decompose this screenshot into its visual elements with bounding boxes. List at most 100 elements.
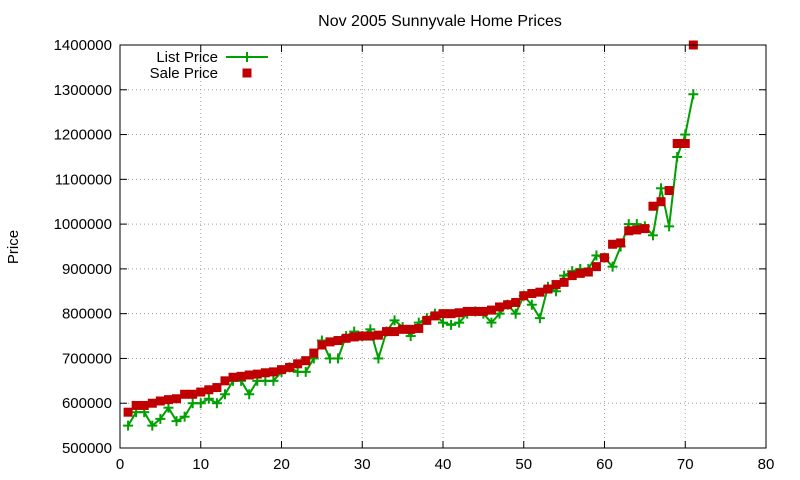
data-point [624, 226, 634, 236]
data-point [616, 238, 626, 248]
data-point [163, 395, 173, 405]
data-point [260, 368, 270, 378]
series-1 [123, 40, 698, 417]
data-point [511, 297, 521, 307]
y-tick-label: 500000 [62, 440, 112, 457]
data-point [317, 340, 327, 350]
axes: 0 10 20 30 40 50 60 70 80 500000 600000 700000 80000… [54, 37, 775, 473]
data-point [179, 411, 190, 422]
data-point [591, 250, 602, 261]
data-point [406, 324, 416, 334]
data-point [212, 383, 222, 393]
data-point [600, 253, 609, 263]
data-point [244, 389, 255, 400]
data-point [527, 289, 537, 299]
data-point [123, 420, 134, 431]
data-point [244, 370, 254, 380]
y-tick-label: 1400000 [54, 37, 112, 54]
data-point [325, 337, 335, 347]
data-point [139, 400, 149, 410]
data-point [559, 277, 569, 287]
data-point [171, 416, 182, 427]
data-point [486, 317, 497, 328]
data-point [309, 348, 319, 358]
data-point [228, 372, 238, 382]
data-point [656, 183, 667, 194]
data-point [567, 271, 577, 281]
y-tick-label: 1300000 [54, 82, 112, 99]
y-tick-label: 600000 [62, 395, 112, 412]
x-tick-label: 30 [354, 456, 371, 473]
data-point [446, 319, 457, 330]
data-point [373, 330, 383, 340]
data-point [688, 89, 699, 100]
data-point [389, 315, 400, 326]
legend-swatch [242, 68, 252, 78]
data-point [608, 239, 618, 249]
data-point [203, 393, 214, 404]
data-point [220, 376, 230, 386]
data-point [438, 317, 448, 328]
data-point [454, 308, 464, 318]
legend-swatch [226, 52, 268, 62]
data-point [123, 407, 133, 417]
data-point [486, 305, 496, 315]
data-point [131, 400, 141, 410]
data-point [422, 315, 432, 325]
x-tick-label: 70 [677, 456, 694, 473]
data-point [365, 331, 375, 341]
data-point [648, 201, 658, 211]
y-tick-label: 700000 [62, 350, 112, 367]
data-point [446, 309, 456, 319]
data-point [172, 394, 182, 404]
data-point [349, 332, 359, 342]
data-point [583, 267, 593, 277]
legend-label: Sale Price [150, 65, 218, 82]
data-point [607, 261, 618, 272]
data-point [155, 413, 166, 424]
y-axis-label: Price [5, 230, 22, 264]
data-point [236, 371, 246, 381]
series-group [123, 40, 699, 431]
data-point [204, 385, 214, 395]
data-point [373, 353, 384, 364]
data-point [470, 306, 480, 316]
data-point [414, 323, 424, 333]
data-point [277, 365, 286, 375]
x-tick-label: 50 [515, 456, 532, 473]
data-point [285, 362, 295, 372]
data-point [301, 356, 311, 366]
data-point [535, 287, 545, 297]
data-point [381, 327, 391, 337]
data-point [300, 366, 311, 377]
data-point [632, 225, 642, 235]
data-point [534, 313, 545, 324]
y-tick-label: 800000 [62, 306, 112, 323]
y-tick-label: 900000 [62, 261, 112, 278]
data-point [398, 324, 408, 334]
data-point [219, 389, 230, 400]
data-point [430, 311, 440, 321]
data-point [341, 333, 351, 343]
data-point [268, 375, 279, 386]
data-point [155, 396, 165, 406]
data-point [357, 331, 367, 341]
data-point [526, 299, 537, 310]
data-point [195, 398, 206, 409]
data-point [438, 309, 448, 319]
legend-label: List Price [156, 49, 218, 66]
data-point [656, 197, 666, 207]
data-point [293, 359, 303, 369]
y-tick-label: 1200000 [54, 127, 112, 144]
x-tick-label: 0 [116, 456, 124, 473]
data-point [591, 262, 601, 272]
data-point [680, 139, 690, 149]
data-point [462, 306, 472, 316]
data-point [333, 336, 343, 346]
data-point [163, 402, 174, 413]
x-tick-label: 20 [273, 456, 290, 473]
plot-frame [119, 44, 767, 449]
